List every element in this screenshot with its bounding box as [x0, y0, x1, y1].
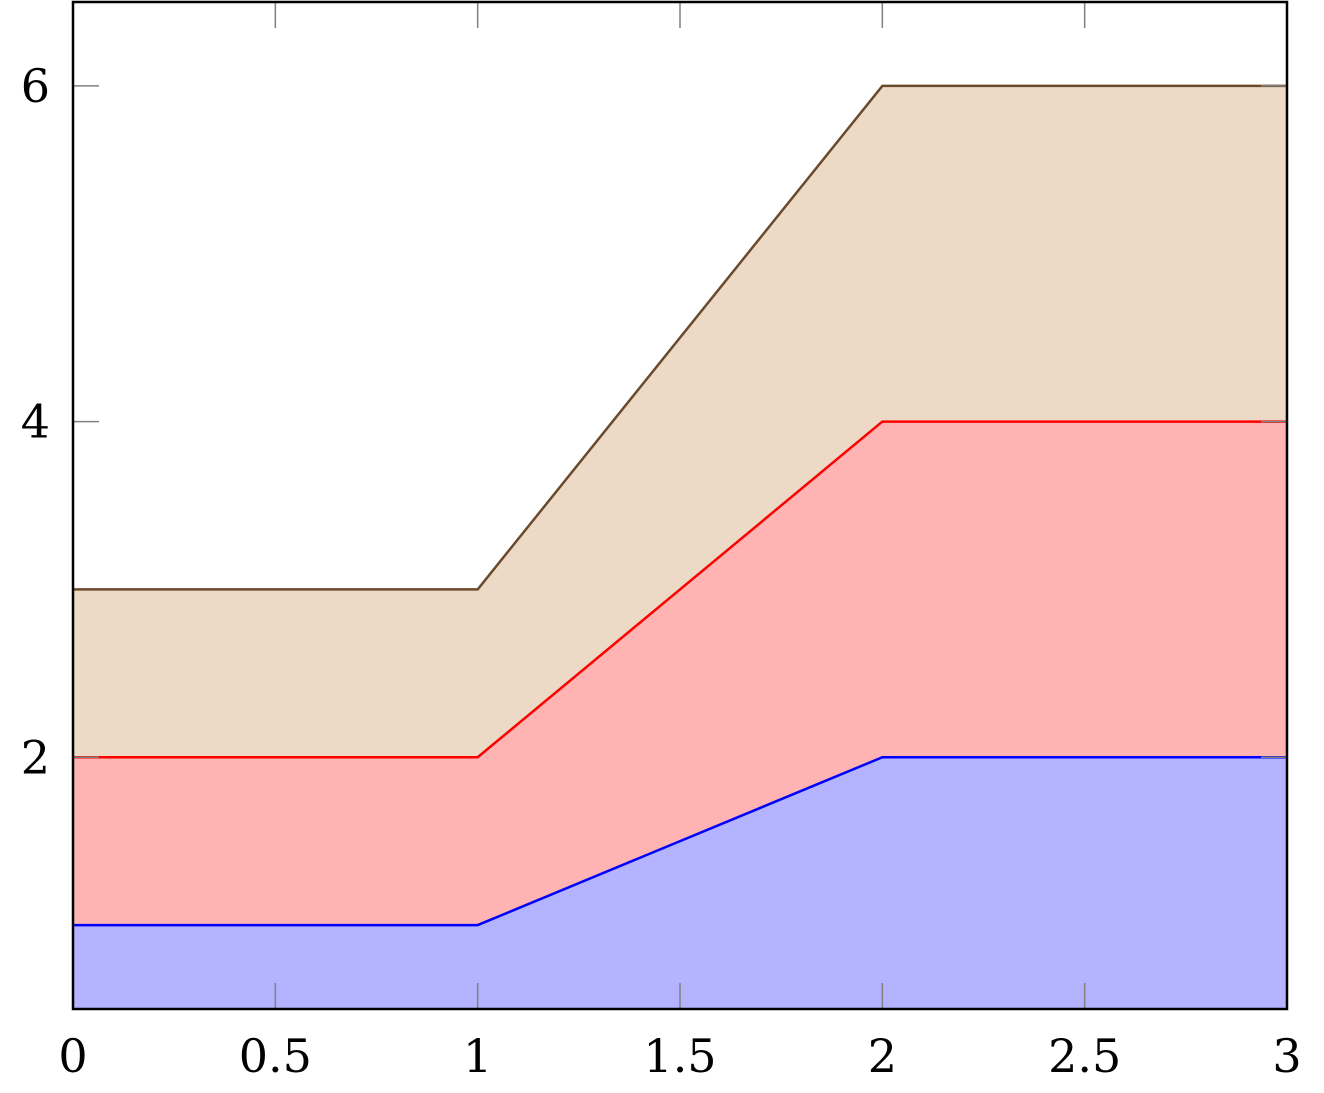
axis-ticks [72, 2, 1288, 1009]
x-tick-label: 1 [463, 1029, 492, 1083]
x-tick-label: 1.5 [643, 1029, 716, 1083]
x-tick-label: 3 [1272, 1029, 1301, 1083]
series-line-2 [73, 420, 1287, 759]
area-fill-series-2 [73, 421, 1287, 926]
y-tick-label: 4 [21, 395, 50, 449]
y-tick-labels: 2 4 6 [21, 59, 50, 784]
area-fill-series-1 [73, 757, 1287, 1009]
area-fills [73, 85, 1287, 1009]
x-tick-label: 2.5 [1048, 1029, 1121, 1083]
y-tick-label: 6 [21, 59, 50, 113]
x-tick-label: 0 [58, 1029, 87, 1083]
series-line-1 [73, 756, 1287, 927]
area-fill-series-3 [73, 85, 1287, 758]
x-tick-label: 2 [868, 1029, 897, 1083]
series-lines [73, 84, 1287, 927]
x-tick-label: 0.5 [239, 1029, 312, 1083]
series-line-3 [73, 84, 1287, 591]
plot-frame [71, 0, 1289, 1011]
x-tick-labels: 0 0.5 1 1.5 2 2.5 3 [58, 1029, 1301, 1083]
y-tick-label: 2 [21, 730, 50, 784]
